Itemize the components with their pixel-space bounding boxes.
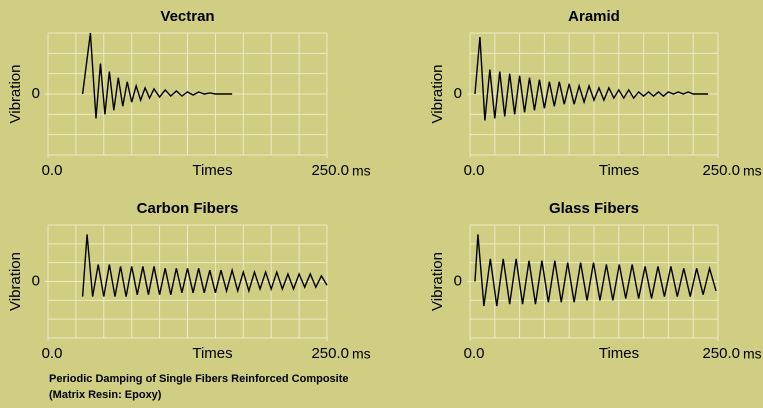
x-unit: ms (352, 346, 371, 362)
chart-title: Glass Fibers (549, 200, 639, 217)
x-axis-label: Times (599, 345, 639, 362)
y-tick-label: 0 (32, 272, 40, 289)
x-axis-label: Times (192, 162, 232, 179)
chart-title: Vectran (160, 8, 214, 25)
x-unit: ms (743, 346, 762, 362)
caption: (Matrix Resin: Epoxy) (49, 389, 162, 401)
x-axis-label: Times (599, 162, 639, 179)
x-tick-label: 250.0 (311, 345, 349, 362)
vibration-line (474, 234, 717, 307)
y-tick-label: 0 (454, 272, 462, 289)
vibration-line (81, 32, 233, 119)
x-unit: ms (352, 163, 371, 179)
x-tick-label: 0.0 (42, 345, 63, 362)
y-axis-label: Vibration (429, 65, 446, 124)
x-tick-label: 250.0 (702, 345, 740, 362)
y-tick-label: 0 (32, 85, 40, 102)
x-tick-label: 250.0 (311, 162, 349, 179)
y-axis-label: Vibration (7, 65, 24, 124)
chart-title: Aramid (568, 8, 620, 25)
x-tick-label: 0.0 (464, 345, 485, 362)
x-unit: ms (743, 163, 762, 179)
x-tick-label: 0.0 (464, 162, 485, 179)
x-axis-label: Times (192, 345, 232, 362)
vibration-line (81, 234, 328, 297)
chart-title: Carbon Fibers (137, 200, 239, 217)
y-axis-label: Vibration (429, 252, 446, 311)
y-tick-label: 0 (454, 85, 462, 102)
x-tick-label: 0.0 (42, 162, 63, 179)
vibration-line (474, 37, 709, 121)
caption: Periodic Damping of Single Fibers Reinfo… (49, 373, 349, 385)
y-axis-label: Vibration (7, 252, 24, 311)
x-tick-label: 250.0 (702, 162, 740, 179)
